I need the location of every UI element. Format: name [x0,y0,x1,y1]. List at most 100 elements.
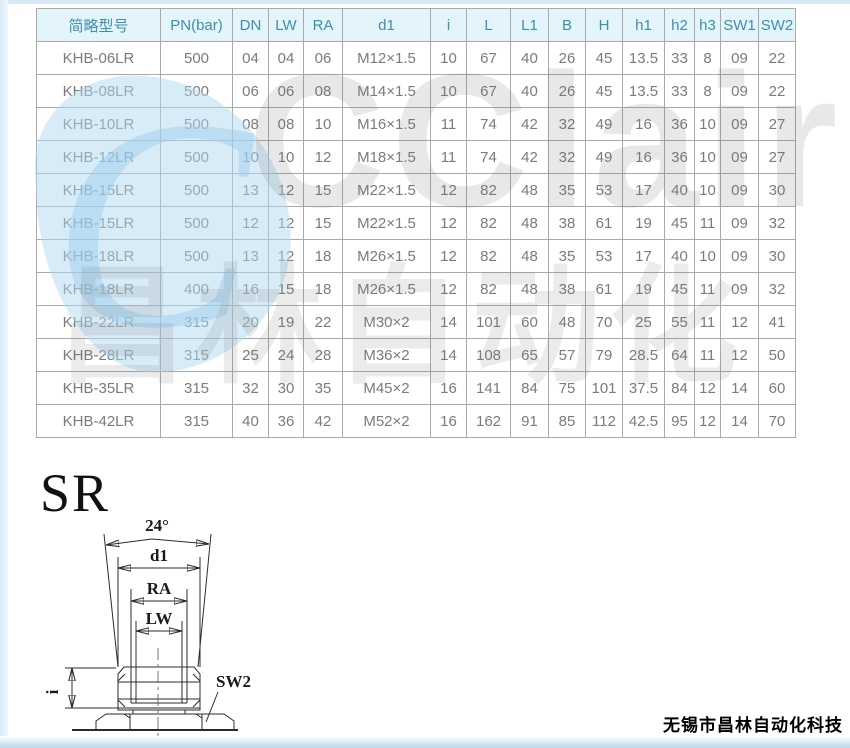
table-cell: 12 [694,371,721,405]
table-cell: 48 [548,305,586,339]
table-cell: 85 [548,404,586,438]
table-cell: 61 [585,206,623,240]
table-cell: 61 [585,272,623,306]
table-cell: 10 [268,140,304,174]
table-cell: 04 [232,41,269,75]
table-cell: 82 [466,239,511,273]
table-cell: 36 [268,404,304,438]
table-cell: 32 [758,272,796,306]
table-cell: 500 [160,74,233,108]
table-cell: 40 [664,173,695,207]
table-cell: 17 [622,173,665,207]
table-cell: 35 [548,173,586,207]
table-cell: 101 [466,305,511,339]
table-cell: KHB-28LR [36,338,161,372]
table-cell: 315 [160,305,233,339]
header-cell: d1 [342,8,431,42]
table-cell: 25 [232,338,269,372]
header-cell: h1 [622,8,665,42]
table-cell: 38 [548,272,586,306]
table-cell: 09 [720,107,759,141]
table-cell: 48 [510,173,549,207]
table-cell: 27 [758,107,796,141]
table-row: KHB-12LR 500 10 10 12 M18×1.5 11 74 42 32 49 16 36 10… [36,140,796,174]
table-cell: 55 [664,305,695,339]
header-cell: PN(bar) [160,8,233,42]
table-row: KHB-35LR 315 32 30 35 M45×2 16 141 84 75 101 37.5 84… [36,371,796,405]
header-cell: SW1 [720,8,759,42]
table-cell: 14 [720,404,759,438]
header-cell: h3 [694,8,721,42]
table-cell: 16 [430,371,467,405]
table-cell: 82 [466,173,511,207]
table-cell: 10 [694,173,721,207]
table-cell: KHB-35LR [36,371,161,405]
table-cell: M26×1.5 [342,272,431,306]
nut-chamfer-br [192,699,201,708]
header-cell: L1 [510,8,549,42]
table-cell: 26 [548,41,586,75]
table-cell: 40 [510,41,549,75]
table-row: KHB-15LR 500 12 12 15 M22×1.5 12 82 48 38 61 19 45 11… [36,206,796,240]
table-cell: 42 [510,107,549,141]
table-cell: 16 [430,404,467,438]
page-frame-bottom [0,736,850,748]
i-label: i [43,689,62,694]
table-cell: KHB-15LR [36,173,161,207]
flange-chamfer-right [195,713,203,719]
table-cell: 09 [720,140,759,174]
table-cell: 67 [466,74,511,108]
table-cell: 500 [160,173,233,207]
table-cell: 12 [720,305,759,339]
angle-dimension-line [106,538,209,545]
table-cell: 37.5 [622,371,665,405]
nut-chamfer-tr [192,673,201,682]
table-cell: 12 [694,404,721,438]
page-frame-top [0,0,850,4]
table-row: KHB-42LR 315 40 36 42 M52×2 16 162 91 85 112 42.5 95… [36,404,796,438]
table-cell: 19 [268,305,304,339]
table-cell: 30 [268,371,304,405]
table-cell: 40 [664,239,695,273]
table-cell: 10 [303,107,343,141]
table-cell: 24 [268,338,304,372]
table-cell: 10 [694,107,721,141]
table-cell: 09 [720,74,759,108]
table-cell: 10 [694,239,721,273]
table-cell: KHB-18LR [36,272,161,306]
table-cell: 48 [510,239,549,273]
table-cell: 08 [232,107,269,141]
table-cell: 09 [720,173,759,207]
technical-drawing: 24° d1 RA LW [43,516,251,741]
table-cell: 11 [694,338,721,372]
table-cell: 500 [160,41,233,75]
table-cell: 84 [510,371,549,405]
section-title-sr: SR [40,463,111,523]
table-cell: 38 [548,206,586,240]
table-cell: 42.5 [622,404,665,438]
table-cell: 12 [430,272,467,306]
table-cell: 48 [510,206,549,240]
table-cell: 64 [664,338,695,372]
table-cell: 48 [510,272,549,306]
table-cell: 28.5 [622,338,665,372]
table-cell: 15 [303,206,343,240]
table-cell: 26 [548,74,586,108]
table-cell: 65 [510,338,549,372]
table-cell: KHB-18LR [36,239,161,273]
table-cell: M30×2 [342,305,431,339]
table-cell: 141 [466,371,511,405]
table-row: KHB-18LR 400 16 15 18 M26×1.5 12 82 48 38 61 19 45 11… [36,272,796,306]
table-cell: 25 [622,305,665,339]
table-cell: 12 [430,206,467,240]
table-cell: 33 [664,41,695,75]
table-cell: 10 [430,41,467,75]
header-cell: H [585,8,623,42]
table-cell: 22 [303,305,343,339]
nut-chamfer-tl [117,673,126,682]
table-cell: 315 [160,371,233,405]
table-cell: 10 [430,74,467,108]
table-cell: 20 [232,305,269,339]
header-cell: L [466,8,511,42]
nut-body [117,666,201,711]
